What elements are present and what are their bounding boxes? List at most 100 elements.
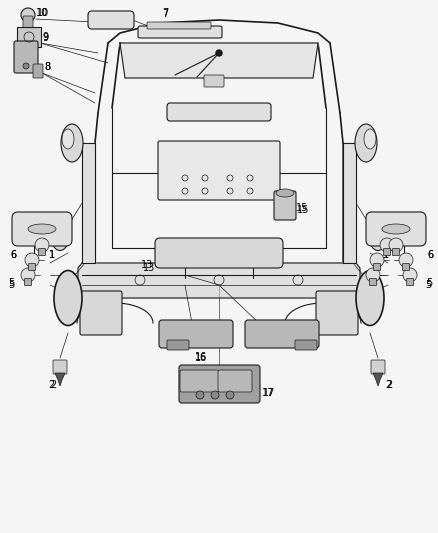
Text: 1: 1 <box>383 250 389 260</box>
Text: 16: 16 <box>195 353 207 363</box>
Text: 17: 17 <box>262 388 274 398</box>
Text: 1: 1 <box>383 250 389 260</box>
Text: 17: 17 <box>263 388 276 398</box>
Text: 9: 9 <box>42 33 48 43</box>
Text: 9: 9 <box>42 32 48 42</box>
FancyBboxPatch shape <box>39 248 46 255</box>
FancyBboxPatch shape <box>374 263 381 271</box>
Text: 6: 6 <box>427 250 433 260</box>
Circle shape <box>35 238 49 252</box>
Text: 16: 16 <box>195 352 207 362</box>
Circle shape <box>31 254 37 260</box>
FancyBboxPatch shape <box>167 103 271 121</box>
Circle shape <box>399 253 413 267</box>
Polygon shape <box>343 143 356 263</box>
Text: 6: 6 <box>427 250 433 260</box>
Polygon shape <box>55 373 65 386</box>
Circle shape <box>25 253 39 267</box>
FancyBboxPatch shape <box>167 340 189 350</box>
FancyBboxPatch shape <box>366 212 426 246</box>
FancyBboxPatch shape <box>14 41 38 73</box>
Circle shape <box>226 391 234 399</box>
Text: 2: 2 <box>50 380 56 390</box>
Text: 1: 1 <box>49 250 55 260</box>
Circle shape <box>401 254 407 260</box>
FancyBboxPatch shape <box>245 320 319 348</box>
FancyBboxPatch shape <box>274 191 296 220</box>
Polygon shape <box>78 263 360 298</box>
Text: 13: 13 <box>141 260 153 270</box>
Circle shape <box>380 238 394 252</box>
Text: 8: 8 <box>44 62 50 72</box>
Ellipse shape <box>28 224 56 234</box>
Polygon shape <box>82 143 95 263</box>
Text: 5: 5 <box>426 278 432 288</box>
Text: 10: 10 <box>36 8 48 18</box>
FancyBboxPatch shape <box>392 248 399 255</box>
FancyBboxPatch shape <box>88 11 134 29</box>
Ellipse shape <box>50 215 70 251</box>
Text: 5: 5 <box>425 280 431 290</box>
FancyBboxPatch shape <box>295 340 317 350</box>
FancyBboxPatch shape <box>138 26 222 38</box>
FancyBboxPatch shape <box>33 64 43 78</box>
Text: 7: 7 <box>162 9 168 19</box>
FancyBboxPatch shape <box>159 320 233 348</box>
FancyBboxPatch shape <box>147 22 211 29</box>
Circle shape <box>366 268 380 282</box>
FancyBboxPatch shape <box>204 75 224 87</box>
Circle shape <box>21 268 35 282</box>
FancyBboxPatch shape <box>80 291 122 335</box>
FancyBboxPatch shape <box>406 279 413 286</box>
FancyBboxPatch shape <box>180 370 219 392</box>
Ellipse shape <box>382 224 410 234</box>
Ellipse shape <box>356 271 384 326</box>
Circle shape <box>370 253 384 267</box>
FancyBboxPatch shape <box>155 238 283 268</box>
FancyBboxPatch shape <box>371 360 385 374</box>
Circle shape <box>216 50 222 56</box>
Polygon shape <box>120 43 318 78</box>
Ellipse shape <box>276 189 294 197</box>
Text: 6: 6 <box>10 250 16 260</box>
Ellipse shape <box>54 271 82 326</box>
FancyBboxPatch shape <box>28 263 35 271</box>
Text: 1: 1 <box>49 250 55 260</box>
FancyBboxPatch shape <box>370 279 377 286</box>
Circle shape <box>21 8 35 22</box>
Text: 6: 6 <box>10 250 16 260</box>
Text: 15: 15 <box>296 203 308 213</box>
Text: 5: 5 <box>8 280 14 290</box>
Text: 15: 15 <box>297 205 309 215</box>
Circle shape <box>23 63 29 69</box>
Circle shape <box>403 268 417 282</box>
FancyBboxPatch shape <box>17 27 41 47</box>
Ellipse shape <box>355 124 377 162</box>
Circle shape <box>196 391 204 399</box>
Ellipse shape <box>62 129 74 149</box>
Text: 8: 8 <box>44 62 50 72</box>
Text: 10: 10 <box>37 8 49 18</box>
Polygon shape <box>373 373 383 386</box>
FancyBboxPatch shape <box>25 279 32 286</box>
FancyBboxPatch shape <box>12 212 72 246</box>
Text: 2: 2 <box>385 380 391 390</box>
FancyBboxPatch shape <box>23 16 33 30</box>
Text: 2: 2 <box>48 380 54 390</box>
Text: 2: 2 <box>386 380 392 390</box>
FancyBboxPatch shape <box>316 291 358 335</box>
Circle shape <box>389 238 403 252</box>
Ellipse shape <box>61 124 83 162</box>
FancyBboxPatch shape <box>158 141 280 200</box>
Text: 7: 7 <box>162 8 168 18</box>
FancyBboxPatch shape <box>53 360 67 374</box>
FancyBboxPatch shape <box>384 248 391 255</box>
Text: 5: 5 <box>8 278 14 288</box>
FancyBboxPatch shape <box>179 365 260 403</box>
Circle shape <box>211 391 219 399</box>
Ellipse shape <box>364 129 376 149</box>
FancyBboxPatch shape <box>403 263 410 271</box>
FancyBboxPatch shape <box>218 370 252 392</box>
Ellipse shape <box>368 215 388 251</box>
Text: 13: 13 <box>143 263 155 273</box>
